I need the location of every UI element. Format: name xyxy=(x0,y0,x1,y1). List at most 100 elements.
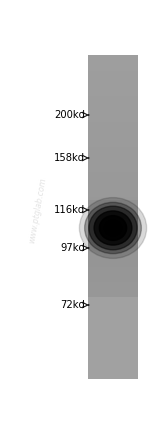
Bar xyxy=(88,202,138,203)
Bar xyxy=(88,94,138,95)
Bar xyxy=(88,116,138,118)
Bar xyxy=(88,113,138,115)
Bar xyxy=(88,169,138,171)
Bar xyxy=(88,261,138,262)
Bar xyxy=(88,252,138,254)
Bar xyxy=(88,354,138,356)
Text: 72kd: 72kd xyxy=(60,300,85,310)
Bar xyxy=(88,246,138,247)
Bar xyxy=(88,306,138,307)
Bar xyxy=(88,374,138,375)
Bar xyxy=(88,77,138,79)
Bar xyxy=(88,362,138,363)
Bar xyxy=(88,131,138,132)
Bar xyxy=(88,121,138,122)
Bar xyxy=(88,247,138,248)
Bar xyxy=(88,372,138,373)
Bar xyxy=(88,92,138,93)
Bar xyxy=(88,213,138,215)
Bar xyxy=(88,56,138,58)
Bar xyxy=(88,146,138,147)
Bar xyxy=(88,170,138,172)
Text: 158kd: 158kd xyxy=(54,153,85,163)
Bar xyxy=(88,240,138,242)
Bar xyxy=(88,163,138,164)
Bar xyxy=(88,376,138,377)
Bar xyxy=(88,123,138,125)
Bar xyxy=(88,165,138,166)
Bar xyxy=(88,367,138,369)
Bar xyxy=(88,131,138,133)
Bar xyxy=(88,282,138,284)
Bar xyxy=(88,297,138,299)
Bar xyxy=(88,284,138,286)
Bar xyxy=(88,77,138,78)
Bar xyxy=(88,278,138,279)
Bar xyxy=(88,88,138,90)
Bar xyxy=(88,237,138,238)
Bar xyxy=(88,73,138,75)
Bar xyxy=(88,361,138,363)
Bar xyxy=(88,288,138,290)
Bar xyxy=(88,322,138,324)
Bar xyxy=(88,229,138,230)
Bar xyxy=(88,114,138,116)
Bar xyxy=(88,291,138,292)
Bar xyxy=(88,290,138,291)
Bar xyxy=(88,162,138,163)
Bar xyxy=(88,318,138,319)
Bar xyxy=(88,281,138,282)
Bar xyxy=(88,210,138,211)
Bar xyxy=(88,58,138,60)
Bar xyxy=(88,155,138,157)
Bar xyxy=(88,259,138,260)
Bar xyxy=(88,154,138,156)
Bar xyxy=(88,157,138,159)
Bar xyxy=(88,300,138,302)
Bar xyxy=(88,82,138,83)
Bar xyxy=(88,66,138,67)
Bar xyxy=(88,308,138,309)
Bar xyxy=(88,104,138,106)
Bar xyxy=(88,302,138,303)
Bar xyxy=(88,293,138,294)
Bar xyxy=(88,234,138,235)
Bar xyxy=(88,107,138,108)
Bar xyxy=(88,326,138,328)
Bar xyxy=(88,100,138,102)
Bar xyxy=(88,227,138,229)
Bar xyxy=(88,223,138,225)
Bar xyxy=(88,187,138,189)
Bar xyxy=(88,337,138,339)
Bar xyxy=(88,317,138,318)
Bar xyxy=(88,190,138,191)
Bar xyxy=(88,377,138,378)
Bar xyxy=(88,242,138,244)
Bar xyxy=(88,182,138,184)
Bar xyxy=(88,151,138,152)
Bar xyxy=(88,167,138,169)
Bar xyxy=(88,142,138,144)
Bar xyxy=(88,183,138,185)
Bar xyxy=(88,233,138,234)
Bar xyxy=(88,257,138,259)
Bar xyxy=(88,65,138,66)
Bar xyxy=(88,150,138,152)
Bar xyxy=(88,263,138,265)
Bar xyxy=(88,97,138,98)
Bar xyxy=(88,241,138,243)
Bar xyxy=(88,117,138,119)
Bar xyxy=(88,149,138,150)
Bar xyxy=(88,298,138,300)
Bar xyxy=(88,80,138,81)
Bar xyxy=(88,305,138,306)
Bar xyxy=(88,177,138,178)
Bar xyxy=(88,109,138,110)
Bar xyxy=(88,55,138,56)
Bar xyxy=(88,283,138,285)
Bar xyxy=(88,375,138,376)
Bar xyxy=(88,268,138,270)
Bar xyxy=(88,346,138,347)
Bar xyxy=(88,85,138,87)
Bar xyxy=(88,139,138,140)
